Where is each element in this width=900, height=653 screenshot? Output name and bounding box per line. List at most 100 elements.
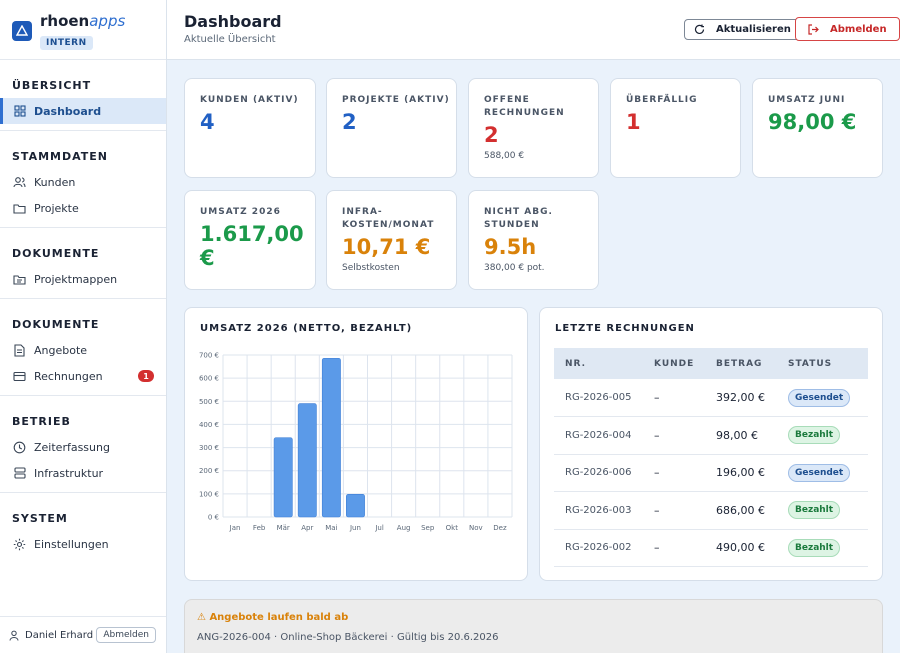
alert-text[interactable]: ANG-2026-004 · Online-Shop Bäckerei · Gü… [197,632,499,643]
nav-section-uebersicht: ÜBERSICHT Dashboard [0,60,166,131]
x-tick-label: Dez [493,524,507,532]
sidebar-item-einstellungen[interactable]: Einstellungen [0,531,166,557]
table-row[interactable]: RG-2026-005 – 392,00 € Gesendet [554,379,868,417]
column-header-status: STATUS [777,348,868,379]
nav-section-title: DOKUMENTE [12,318,100,331]
stat-card-kunden: KUNDEN (AKTIV) 4 [184,78,316,178]
stat-value: 9.5h [484,235,537,259]
bar-Jun [346,494,365,518]
nav-section-system: SYSTEM Einstellungen [0,493,166,557]
nav-section-dokumente-2: DOKUMENTE Angebote Rechnungen 1 [0,299,166,396]
x-tick-label: Apr [301,524,313,532]
sidebar-item-kunden[interactable]: Kunden [0,169,166,195]
sidebar-footer: Daniel Erhard Abmelden [0,616,166,653]
x-tick-label: Jan [229,524,241,532]
sidebar-item-projekte[interactable]: Projekte [0,195,166,221]
stat-value: 4 [200,110,215,134]
sidebar-item-label: Kunden [34,175,76,189]
sidebar-item-label: Einstellungen [34,537,109,551]
stat-label: NICHT ABG. STUNDEN [484,207,553,230]
stat-label: KUNDEN (AKTIV) [200,95,299,105]
invoices-panel: LETZTE RECHNUNGEN NR. KUNDE BETRAG STATU… [539,307,883,581]
document-icon [13,343,26,357]
status-badge: Bezahlt [788,501,841,520]
refresh-button-label: Aktualisieren [716,24,791,35]
status-badge: Bezahlt [788,426,841,445]
invoice-kunde: – [643,454,705,492]
x-tick-label: Aug [397,524,411,532]
invoices-table: NR. KUNDE BETRAG STATUS RG-2026-005 – 39… [554,348,868,567]
stat-value: 2 [484,123,499,147]
sidebar-item-zeiterfassung[interactable]: Zeiterfassung [0,434,166,460]
refresh-icon [694,24,711,35]
sidebar-item-label: Zeiterfassung [34,440,110,454]
invoice-betrag: 98,00 € [705,416,777,455]
brand-name: rhoenapps [40,12,126,30]
folder-list-icon [13,273,26,286]
sidebar-item-infrastruktur[interactable]: Infrastruktur [0,460,166,486]
logout-button[interactable]: Abmelden [795,17,900,41]
revenue-bar-chart: 0 € 100 € 200 € 300 € 400 € 500 € 600 € 700 € Ja… [199,352,513,532]
invoice-betrag: 196,00 € [705,454,777,492]
gear-icon [13,538,26,551]
column-header-nr: NR. [554,348,643,379]
clock-icon [13,441,26,454]
table-row[interactable]: RG-2026-004 – 98,00 € Bezahlt [554,416,868,455]
rechnungen-count-badge: 1 [138,370,154,382]
stat-sub: 588,00 € [484,151,525,161]
user-name: Daniel Erhard [25,629,94,641]
sidebar-item-label: Angebote [34,343,88,357]
brand-logo-icon [12,21,32,41]
server-icon [13,467,26,480]
stat-label: UMSATZ JUNI [768,95,846,105]
y-tick-label: 0 € [208,514,219,522]
x-tick-label: Sep [421,524,435,532]
invoice-kunde: – [643,416,705,455]
alert-title: ⚠ Angebote laufen bald ab [197,612,349,623]
stat-label: INFRA- KOSTEN/MONAT [342,207,435,230]
nav-section-title: SYSTEM [12,512,68,525]
stat-value: 2 [342,110,357,134]
logout-button-label: Abmelden [830,23,887,35]
table-row[interactable]: RG-2026-003 – 686,00 € Bezahlt [554,491,868,530]
chart-title: UMSATZ 2026 (NETTO, BEZAHLT) [200,323,413,334]
invoice-kunde: – [643,379,705,417]
stat-value: 1.617,00 € [200,222,304,270]
sidebar-item-rechnungen[interactable]: Rechnungen 1 [0,363,166,389]
stat-sub: 380,00 € pot. [484,263,545,273]
nav-section-dokumente-1: DOKUMENTE Projektmappen [0,228,166,299]
x-tick-label: Feb [253,524,266,532]
nav-section-title: ÜBERSICHT [12,79,92,92]
sidebar-item-dashboard[interactable]: Dashboard [0,98,166,124]
stat-label: OFFENE RECHNUNGEN [484,95,565,118]
stat-label: UMSATZ 2026 [200,207,281,217]
stat-value: 98,00 € [768,110,857,134]
sidebar-item-label: Projektmappen [34,272,118,286]
stat-card-infra-kosten: INFRA- KOSTEN/MONAT 10,71 € Selbstkosten [326,190,457,290]
refresh-button[interactable]: Aktualisieren [684,19,801,40]
table-row[interactable]: RG-2026-002 – 490,00 € Bezahlt [554,529,868,567]
y-tick-label: 500 € [199,398,219,406]
stat-label: ÜBERFÄLLIG [626,95,698,105]
bar-Mai [321,357,341,518]
table-header-row: NR. KUNDE BETRAG STATUS [554,348,868,379]
status-badge: Gesendet [788,388,851,407]
sidebar-logout-button[interactable]: Abmelden [96,627,156,643]
bar-Mär [273,437,293,518]
sidebar-item-projektmappen[interactable]: Projektmappen [0,266,166,292]
nav-section-stammdaten: STAMMDATEN Kunden Projekte [0,131,166,228]
invoice-betrag: 392,00 € [705,379,777,417]
sidebar-item-angebote[interactable]: Angebote [0,337,166,363]
folder-icon [13,202,26,215]
invoice-nr: RG-2026-004 [554,416,643,455]
invoice-betrag: 490,00 € [705,529,777,567]
invoice-betrag: 686,00 € [705,491,777,530]
stat-card-umsatz-jahr: UMSATZ 2026 1.617,00 € [184,190,316,290]
brand-badge: INTERN [40,36,93,50]
table-row[interactable]: RG-2026-006 – 196,00 € Gesendet [554,454,868,492]
stat-card-ueberfaellig: ÜBERFÄLLIG 1 [610,78,741,178]
x-tick-label: Jul [374,524,384,532]
stat-label: PROJEKTE (AKTIV) [342,95,450,105]
chart-panel: UMSATZ 2026 (NETTO, BEZAHLT) 0 € 100 € 200… [184,307,528,581]
invoice-kunde: – [643,491,705,530]
